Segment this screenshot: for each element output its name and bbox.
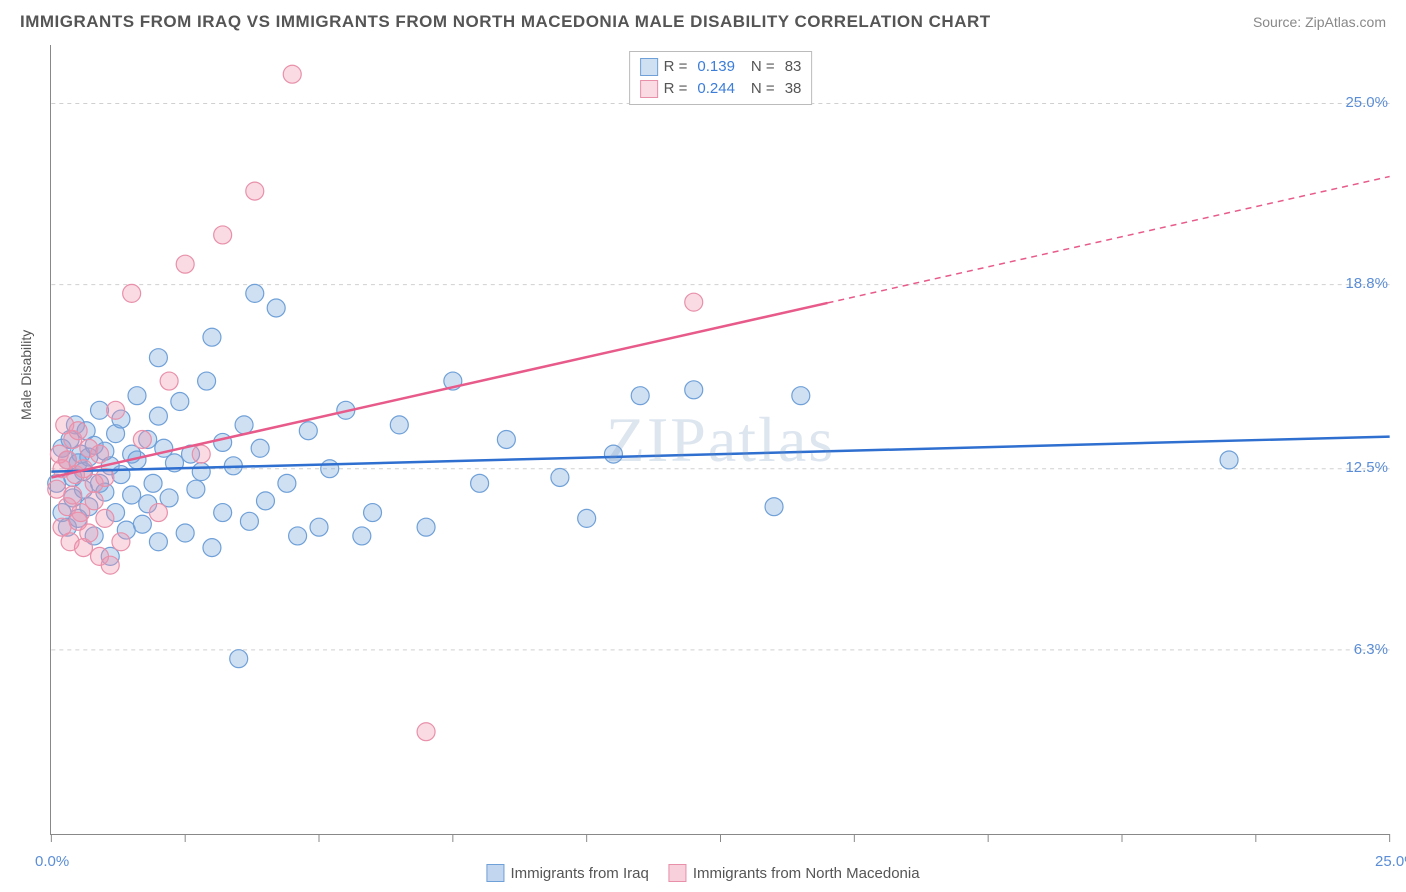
scatter-point <box>80 524 98 542</box>
scatter-point <box>364 504 382 522</box>
scatter-point <box>792 387 810 405</box>
legend-correlation-row: R = 0.244 N = 38 <box>640 78 802 100</box>
scatter-point <box>171 393 189 411</box>
legend-series-item: Immigrants from Iraq <box>486 864 648 882</box>
scatter-svg <box>51 45 1390 834</box>
r-value: 0.244 <box>697 78 735 100</box>
scatter-point <box>310 518 328 536</box>
scatter-point <box>578 509 596 527</box>
scatter-point <box>267 299 285 317</box>
scatter-point <box>123 486 141 504</box>
chart-title: IMMIGRANTS FROM IRAQ VS IMMIGRANTS FROM … <box>20 12 991 32</box>
scatter-point <box>48 480 66 498</box>
n-value: 38 <box>785 78 802 100</box>
scatter-point <box>417 723 435 741</box>
x-tick-label: 25.0% <box>1375 853 1406 870</box>
r-label: R = <box>664 56 688 78</box>
scatter-point <box>91 401 109 419</box>
scatter-point <box>417 518 435 536</box>
scatter-point <box>192 445 210 463</box>
scatter-point <box>765 498 783 516</box>
chart-plot-area: ZIPatlas R = 0.139 N = 83 R = 0.244 N = … <box>50 45 1390 835</box>
y-axis-label: Male Disability <box>18 330 34 420</box>
scatter-point <box>685 381 703 399</box>
scatter-point <box>149 504 167 522</box>
scatter-point <box>1220 451 1238 469</box>
n-label: N = <box>751 78 775 100</box>
legend-series-label: Immigrants from North Macedonia <box>693 865 920 882</box>
scatter-point <box>685 293 703 311</box>
scatter-point <box>230 650 248 668</box>
scatter-point <box>289 527 307 545</box>
scatter-point <box>128 387 146 405</box>
legend-swatch <box>640 58 658 76</box>
scatter-point <box>251 439 269 457</box>
scatter-point <box>203 328 221 346</box>
scatter-point <box>176 255 194 273</box>
r-label: R = <box>664 78 688 100</box>
scatter-point <box>353 527 371 545</box>
scatter-point <box>214 504 232 522</box>
scatter-point <box>240 512 258 530</box>
scatter-point <box>160 372 178 390</box>
trend-line-dashed <box>828 177 1390 303</box>
scatter-point <box>112 466 130 484</box>
scatter-point <box>278 474 296 492</box>
scatter-point <box>149 349 167 367</box>
scatter-point <box>101 556 119 574</box>
scatter-point <box>471 474 489 492</box>
scatter-point <box>203 539 221 557</box>
scatter-point <box>123 284 141 302</box>
legend-series-item: Immigrants from North Macedonia <box>669 864 920 882</box>
scatter-point <box>144 474 162 492</box>
scatter-point <box>551 469 569 487</box>
scatter-point <box>390 416 408 434</box>
legend-series: Immigrants from Iraq Immigrants from Nor… <box>486 864 919 882</box>
scatter-point <box>256 492 274 510</box>
scatter-point <box>198 372 216 390</box>
legend-series-label: Immigrants from Iraq <box>510 865 648 882</box>
scatter-point <box>91 445 109 463</box>
scatter-point <box>176 524 194 542</box>
chart-header: IMMIGRANTS FROM IRAQ VS IMMIGRANTS FROM … <box>0 0 1406 40</box>
n-value: 83 <box>785 56 802 78</box>
scatter-point <box>149 533 167 551</box>
scatter-point <box>85 492 103 510</box>
scatter-point <box>192 463 210 481</box>
scatter-point <box>96 509 114 527</box>
scatter-point <box>112 533 130 551</box>
trend-line <box>51 437 1389 472</box>
scatter-point <box>214 226 232 244</box>
y-tick-label: 25.0% <box>1345 94 1388 111</box>
scatter-point <box>64 486 82 504</box>
scatter-point <box>214 433 232 451</box>
legend-swatch <box>669 864 687 882</box>
scatter-point <box>299 422 317 440</box>
chart-source: Source: ZipAtlas.com <box>1253 14 1386 30</box>
y-tick-label: 18.8% <box>1345 275 1388 292</box>
r-value: 0.139 <box>697 56 735 78</box>
scatter-point <box>631 387 649 405</box>
legend-swatch <box>640 80 658 98</box>
scatter-point <box>497 431 515 449</box>
x-tick-label: 0.0% <box>35 853 69 870</box>
scatter-point <box>187 480 205 498</box>
legend-swatch <box>486 864 504 882</box>
legend-correlation-row: R = 0.139 N = 83 <box>640 56 802 78</box>
scatter-point <box>107 401 125 419</box>
scatter-point <box>283 65 301 83</box>
legend-correlation: R = 0.139 N = 83 R = 0.244 N = 38 <box>629 51 813 105</box>
scatter-point <box>246 284 264 302</box>
scatter-point <box>133 431 151 449</box>
scatter-point <box>149 407 167 425</box>
n-label: N = <box>751 56 775 78</box>
scatter-point <box>604 445 622 463</box>
scatter-point <box>246 182 264 200</box>
scatter-point <box>235 416 253 434</box>
scatter-point <box>69 422 87 440</box>
scatter-point <box>133 515 151 533</box>
scatter-point <box>321 460 339 478</box>
y-tick-label: 12.5% <box>1345 459 1388 476</box>
y-tick-label: 6.3% <box>1354 641 1388 658</box>
